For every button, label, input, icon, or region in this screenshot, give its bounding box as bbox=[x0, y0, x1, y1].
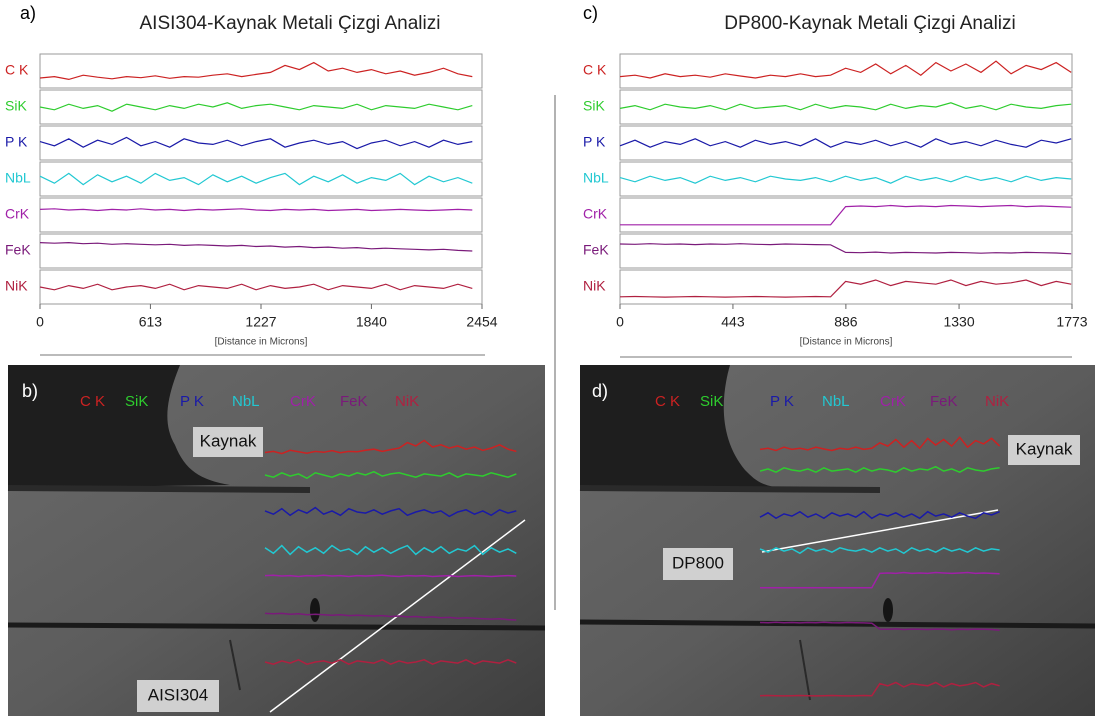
series-label: NiK bbox=[583, 278, 606, 294]
strip bbox=[39, 89, 483, 125]
overlay-legend: NbL bbox=[232, 393, 260, 410]
overlay-legend: P K bbox=[180, 393, 204, 410]
overlay-legend: C K bbox=[80, 393, 105, 410]
strip bbox=[39, 233, 483, 269]
series-label: FeK bbox=[583, 242, 609, 258]
x-tick-label: 613 bbox=[139, 314, 163, 330]
series-label: CrK bbox=[5, 206, 30, 222]
series-label: P K bbox=[5, 134, 28, 150]
overlay-legend: CrK bbox=[290, 393, 316, 410]
x-tick-label: 2454 bbox=[466, 314, 497, 330]
series-label: SiK bbox=[5, 98, 27, 114]
series-label: CrK bbox=[583, 206, 608, 222]
strip bbox=[619, 269, 1073, 305]
overlay-line bbox=[759, 465, 1000, 474]
chart-title: AISI304-Kaynak Metali Çizgi Analizi bbox=[140, 13, 441, 34]
series-line bbox=[619, 279, 1072, 298]
overlay-line bbox=[759, 681, 1000, 697]
overlay-legend: SiK bbox=[125, 393, 148, 410]
series-label: NbL bbox=[583, 170, 609, 186]
x-axis-label: [Distance in Microns] bbox=[800, 337, 893, 348]
overlay-legend: NbL bbox=[822, 393, 850, 410]
label-box bbox=[1008, 435, 1080, 465]
strip bbox=[619, 125, 1073, 161]
strip bbox=[619, 89, 1073, 125]
sample-label: DP800 bbox=[672, 553, 724, 572]
series-line bbox=[619, 102, 1072, 111]
overlay-line bbox=[759, 436, 1001, 452]
series-label: P K bbox=[583, 134, 606, 150]
label-box bbox=[193, 427, 263, 457]
x-axis-label: [Distance in Microns] bbox=[215, 337, 308, 348]
overlay-legend: FeK bbox=[930, 393, 958, 410]
panel-label: d) bbox=[592, 381, 608, 401]
overlay-legend: C K bbox=[655, 393, 680, 410]
weld-label: Kaynak bbox=[200, 431, 257, 450]
overlay-line bbox=[264, 658, 517, 666]
x-tick-label: 1773 bbox=[1056, 314, 1087, 330]
series-line bbox=[39, 283, 473, 291]
label-box bbox=[137, 680, 219, 712]
overlay-legend: CrK bbox=[880, 393, 906, 410]
series-line bbox=[39, 241, 473, 252]
series-line bbox=[39, 102, 473, 112]
overlay-line bbox=[264, 544, 517, 556]
panel-label: b) bbox=[22, 381, 38, 401]
x-tick-label: 443 bbox=[721, 314, 745, 330]
series-line bbox=[39, 136, 473, 150]
series-line bbox=[39, 172, 473, 186]
overlay-legend: NiK bbox=[985, 393, 1009, 410]
series-label: NiK bbox=[5, 278, 28, 294]
overlay-legend: FeK bbox=[340, 393, 368, 410]
strip bbox=[619, 197, 1073, 233]
chart-title: DP800-Kaynak Metali Çizgi Analizi bbox=[724, 13, 1015, 34]
panel-label: a) bbox=[20, 3, 36, 23]
x-tick-label: 886 bbox=[834, 314, 858, 330]
series-label: FeK bbox=[5, 242, 31, 258]
overlay-line bbox=[760, 571, 1000, 589]
series-line bbox=[619, 243, 1072, 255]
weld-label: Kaynak bbox=[1016, 439, 1073, 458]
overlay-legend: SiK bbox=[700, 393, 723, 410]
overlay-line bbox=[264, 470, 517, 480]
strip bbox=[619, 233, 1073, 269]
x-tick-label: 1330 bbox=[943, 314, 974, 330]
series-line bbox=[619, 175, 1072, 184]
overlay-line bbox=[264, 439, 517, 455]
x-tick-label: 1227 bbox=[245, 314, 276, 330]
strip bbox=[39, 53, 483, 89]
strip bbox=[619, 161, 1073, 197]
overlay-line bbox=[759, 546, 1000, 555]
sem-image bbox=[579, 365, 1096, 716]
series-line bbox=[619, 60, 1072, 79]
panel-label: c) bbox=[583, 3, 598, 23]
overlay-line bbox=[264, 506, 517, 518]
overlay-line bbox=[264, 574, 517, 578]
overlay-legend: NiK bbox=[395, 393, 419, 410]
series-label: SiK bbox=[583, 98, 605, 114]
x-tick-label: 0 bbox=[36, 314, 44, 330]
overlay-legend: P K bbox=[770, 393, 794, 410]
strip bbox=[39, 197, 483, 233]
series-label: C K bbox=[5, 62, 29, 78]
series-label: C K bbox=[583, 62, 607, 78]
series-line bbox=[619, 138, 1072, 148]
overlay-line bbox=[759, 621, 1000, 631]
strip bbox=[619, 53, 1073, 89]
label-box bbox=[663, 548, 733, 580]
overlay-line bbox=[759, 510, 1000, 520]
sample-label: AISI304 bbox=[148, 685, 209, 704]
x-tick-label: 1840 bbox=[356, 314, 387, 330]
overlay-line bbox=[264, 612, 517, 621]
series-line bbox=[620, 204, 1072, 226]
series-label: NbL bbox=[5, 170, 31, 186]
x-tick-label: 0 bbox=[616, 314, 624, 330]
series-line bbox=[39, 208, 473, 212]
series-line bbox=[39, 61, 473, 81]
